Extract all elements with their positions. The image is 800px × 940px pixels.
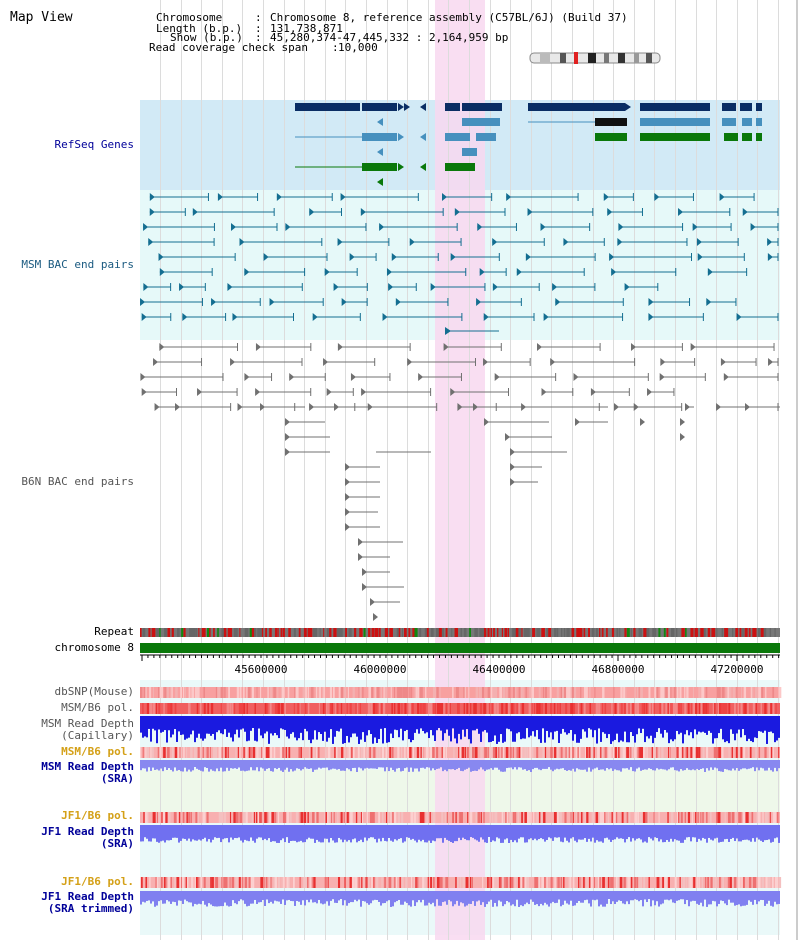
track-label-refseq[interactable]: RefSeq Genes xyxy=(54,138,134,151)
info-show-value: 45,280,374-47,445,332 : 2,164,959 bp xyxy=(270,31,509,44)
info-show-key: Show (b.p.) xyxy=(170,31,243,44)
info-length-key: Length (b.p.) xyxy=(156,22,243,35)
info-sep: : xyxy=(255,11,262,24)
axis-tick-label: 47200000 xyxy=(711,663,764,676)
axis-tick-label: 46800000 xyxy=(592,663,645,676)
track-label-b6n-bac[interactable]: B6N BAC end pairs xyxy=(21,475,134,488)
track-label-msm-bac[interactable]: MSM BAC end pairs xyxy=(21,258,134,271)
track-label-jf1-sra: (SRA) xyxy=(100,837,134,850)
track-label-jf1-b6-pol[interactable]: JF1/B6 pol. xyxy=(61,809,134,822)
info-coverage-key: Read coverage check span xyxy=(149,41,308,54)
polymorphism-tracks[interactable] xyxy=(140,687,782,888)
axis-tick-label: 45600000 xyxy=(235,663,288,676)
repeat-track[interactable] xyxy=(140,628,780,637)
info-chromosome-value: Chromosome 8, reference assembly (C57BL/… xyxy=(270,11,628,24)
track-label-msm-sra: (SRA) xyxy=(100,772,134,785)
track-label-msm-read-depth-sra[interactable]: MSM Read Depth xyxy=(41,760,134,773)
info-sep: : xyxy=(255,22,262,35)
coordinate-axis: 45600000 46000000 46400000 46800000 4720… xyxy=(140,654,780,676)
info-sep: : xyxy=(332,41,339,54)
track-label-jf1-b6-pol-2[interactable]: JF1/B6 pol. xyxy=(61,875,134,888)
info-length-value: 131,738,871 xyxy=(270,22,343,35)
info-sep: : xyxy=(255,31,262,44)
track-label-repeat[interactable]: Repeat xyxy=(94,625,134,638)
info-coverage-value: 10,000 xyxy=(338,41,378,54)
msm-bac-track[interactable] xyxy=(140,193,779,335)
refseq-genes-track[interactable] xyxy=(295,103,762,186)
chromosome-bar[interactable] xyxy=(140,643,780,653)
track-label-jf1-read-depth-trim[interactable]: JF1 Read Depth xyxy=(41,890,134,903)
track-label-msm-read-depth[interactable]: MSM Read Depth xyxy=(41,717,134,730)
read-depth-tracks[interactable] xyxy=(140,716,780,907)
track-label-msm-b6-pol-2[interactable]: MSM/B6 pol. xyxy=(61,745,134,758)
track-label-chromosome[interactable]: chromosome 8 xyxy=(54,641,134,654)
track-label-dbsnp[interactable]: dbSNP(Mouse) xyxy=(54,685,134,698)
track-label-msm-b6-pol[interactable]: MSM/B6 pol. xyxy=(61,701,134,714)
page-title: Map View xyxy=(10,10,73,25)
track-label-msm-capillary: (Capillary) xyxy=(61,729,134,742)
axis-tick-label: 46400000 xyxy=(473,663,526,676)
track-label-jf1-read-depth[interactable]: JF1 Read Depth xyxy=(41,825,134,838)
track-label-jf1-trimmed: (SRA trimmed) xyxy=(47,902,134,915)
chromosome-ideogram[interactable] xyxy=(529,52,661,64)
axis-tick-label: 46000000 xyxy=(354,663,407,676)
b6n-bac-track[interactable] xyxy=(140,343,780,621)
info-chromosome-key: Chromosome xyxy=(156,11,223,24)
selection-highlight xyxy=(435,0,485,940)
